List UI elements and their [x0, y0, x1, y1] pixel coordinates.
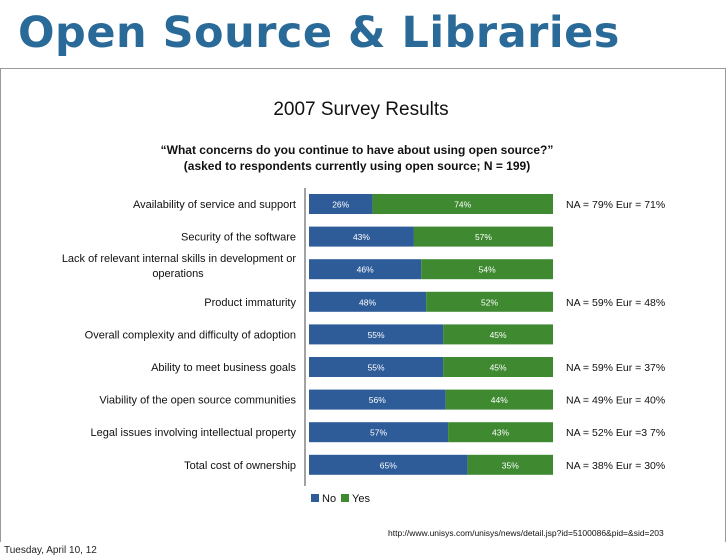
bar-no	[309, 454, 468, 475]
category-label: Availability of service and support	[133, 199, 296, 211]
bar-no	[309, 259, 422, 280]
bar-no	[309, 194, 373, 214]
data-label-yes: 44%	[491, 395, 508, 405]
data-label-no: 57%	[370, 428, 387, 438]
bar-yes	[443, 324, 553, 345]
data-label-yes: 45%	[490, 363, 507, 373]
data-label-no: 43%	[353, 232, 370, 242]
data-label-yes: 54%	[479, 265, 496, 275]
bar-yes	[448, 422, 553, 443]
bar-yes	[372, 194, 553, 214]
category-label: Total cost of ownership	[184, 460, 296, 472]
legend-swatch-yes	[341, 494, 349, 502]
chart-title: 2007 Survey Results	[273, 99, 448, 120]
bar-yes	[443, 357, 553, 377]
slide-title: Open Source & Libraries	[18, 8, 620, 58]
data-label-yes: 35%	[502, 460, 519, 470]
region-annotation: NA = 52% Eur =3 7%	[566, 427, 665, 439]
region-annotation: NA = 59% Eur = 37%	[566, 362, 665, 374]
data-label-no: 48%	[359, 297, 376, 307]
source-url[interactable]: http://www.unisys.com/unisys/news/detail…	[388, 528, 664, 538]
category-label: Overall complexity and difficulty of ado…	[85, 329, 296, 341]
chart-question: “What concerns do you continue to have a…	[161, 143, 554, 157]
legend-swatch-no	[311, 494, 319, 502]
category-label: Legal issues involving intellectual prop…	[91, 427, 297, 439]
region-annotation: NA = 49% Eur = 40%	[566, 395, 665, 407]
bar-no	[309, 226, 414, 247]
data-label-no: 55%	[368, 363, 385, 373]
data-label-no: 46%	[357, 265, 374, 275]
legend-label-yes: Yes	[352, 493, 370, 505]
slide-frame	[0, 68, 726, 542]
bar-yes	[426, 291, 553, 312]
bar-yes	[413, 226, 553, 247]
category-label: Security of the software	[181, 232, 296, 244]
data-label-no: 26%	[332, 200, 349, 210]
region-annotation: NA = 38% Eur = 30%	[566, 460, 665, 472]
footer-date: Tuesday, April 10, 12	[4, 545, 97, 556]
legend: No Yes	[311, 493, 370, 505]
legend-label-no: No	[322, 493, 336, 505]
data-label-yes: 57%	[475, 232, 492, 242]
data-label-yes: 74%	[454, 200, 471, 210]
category-label: operations	[152, 268, 204, 280]
bar-group: Availability of service and support 26% 74…	[62, 194, 665, 475]
category-label: Viability of the open source communities	[99, 395, 296, 407]
data-label-yes: 52%	[481, 297, 498, 307]
bar-no	[309, 357, 444, 377]
bar-no	[309, 324, 444, 345]
region-annotation: NA = 79% Eur = 71%	[566, 199, 665, 211]
category-label: Lack of relevant internal skills in deve…	[62, 253, 297, 265]
bar-no	[309, 389, 446, 410]
bar-yes	[445, 389, 553, 410]
bar-no	[309, 291, 427, 312]
bar-no	[309, 422, 449, 443]
category-label: Product immaturity	[204, 297, 296, 309]
bar-yes	[467, 454, 553, 475]
bar-yes	[421, 259, 553, 280]
data-label-no: 65%	[380, 460, 397, 470]
data-label-no: 56%	[369, 395, 386, 405]
region-annotation: NA = 59% Eur = 48%	[566, 297, 665, 309]
data-label-no: 55%	[368, 330, 385, 340]
data-label-yes: 45%	[490, 330, 507, 340]
data-label-yes: 43%	[492, 428, 509, 438]
chart-subtitle: (asked to respondents currently using op…	[184, 159, 530, 173]
category-label: Ability to meet business goals	[151, 362, 296, 374]
